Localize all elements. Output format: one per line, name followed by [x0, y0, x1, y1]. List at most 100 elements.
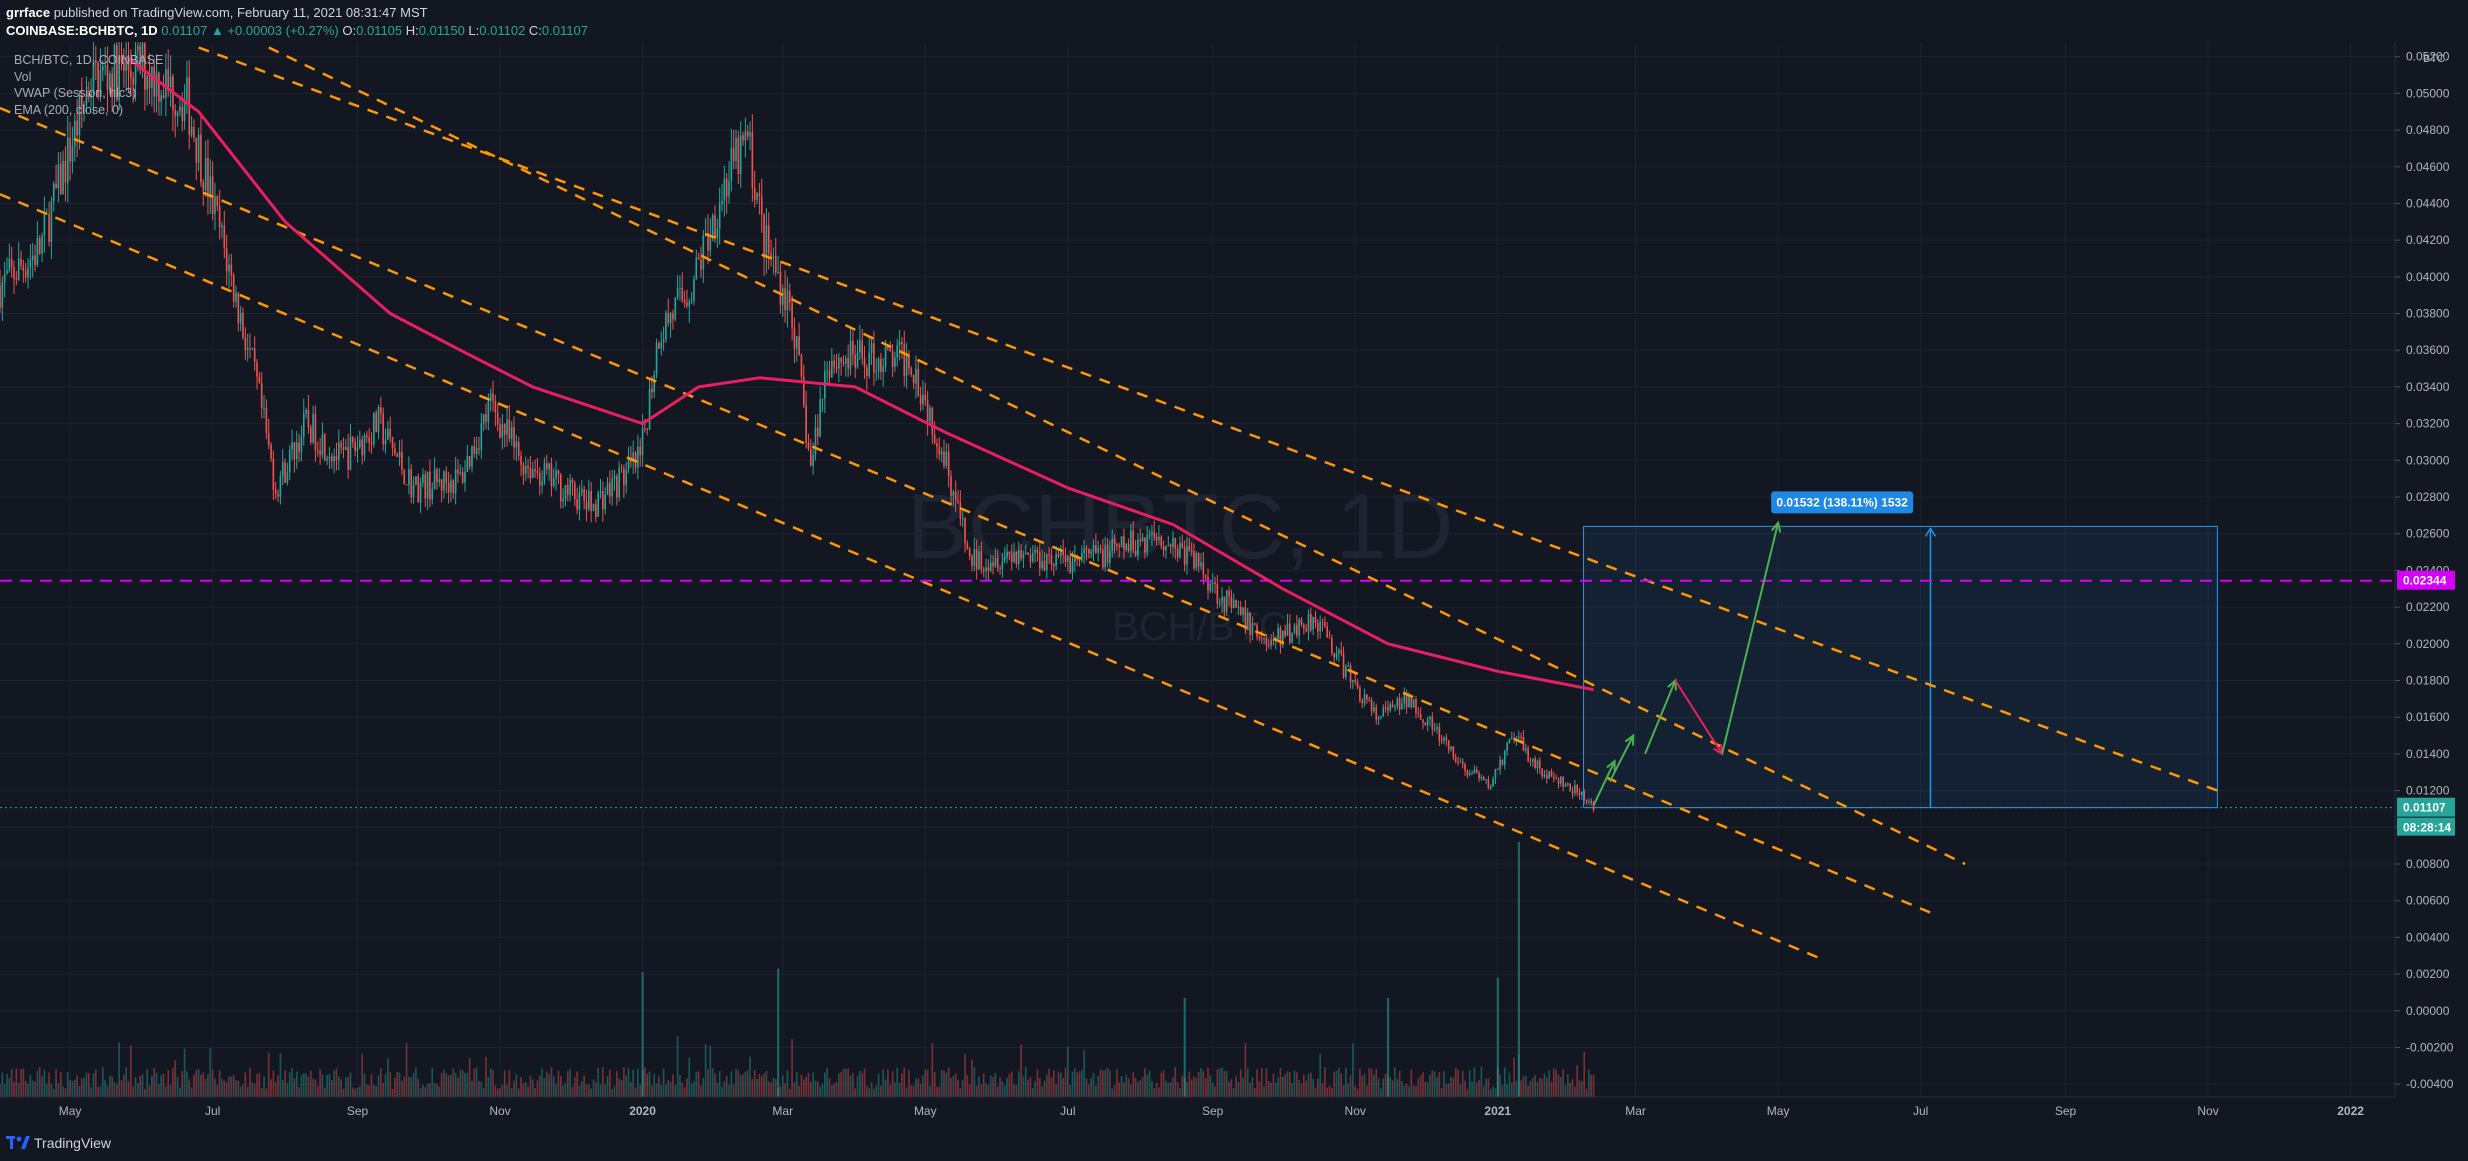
candle-body: [964, 518, 966, 544]
volume-bar: [793, 1082, 796, 1097]
candle-body: [1468, 773, 1471, 776]
price-chart[interactable]: BCHBTC, 1D BCH/BTC 0.01532 (138.11%) 153…: [0, 42, 2468, 1128]
volume-bar: [1277, 1077, 1279, 1097]
tradingview-brand[interactable]: TradingView: [6, 1134, 111, 1152]
candle-body: [165, 68, 167, 98]
volume-bar: [912, 1085, 915, 1097]
candle-body: [1494, 768, 1497, 779]
candle-body: [1181, 543, 1184, 548]
candle-body: [655, 343, 658, 375]
candle-body: [499, 424, 501, 438]
volume-bar: [398, 1072, 401, 1097]
candle-body: [873, 343, 875, 373]
candle-body: [1585, 799, 1588, 802]
time-axis[interactable]: May Jul Sep Nov 2020 Mar May Jul Sep Nov 2021 Mar Ma…: [0, 1096, 2468, 1118]
candle-body: [936, 443, 938, 447]
volume-bar: [125, 1067, 127, 1097]
candle-body: [209, 176, 212, 198]
volume-bar: [597, 1067, 599, 1097]
candle-body: [763, 214, 765, 258]
candle-body: [793, 328, 796, 349]
volume-bar: [1260, 1067, 1263, 1097]
volume-bar: [1567, 1074, 1569, 1097]
volume-bar: [1078, 1071, 1081, 1097]
candle-body: [1013, 551, 1015, 563]
price-axis[interactable]: 0.05200 0.05000 0.04800 0.04600 0.04400 0.042…: [2394, 42, 2455, 1097]
volume-bar: [1410, 1069, 1413, 1097]
candle-body: [1036, 549, 1039, 553]
candle-body: [426, 471, 429, 499]
candle-body: [1443, 737, 1445, 742]
volume-bar: [1302, 1074, 1305, 1097]
volume-bar: [1172, 1077, 1174, 1097]
price-unit-label: BTC: [2423, 53, 2445, 65]
time-tick-label: Jul: [1060, 1104, 1075, 1118]
candle-body: [1578, 792, 1581, 796]
candle-body: [1155, 537, 1158, 541]
candle-body: [931, 407, 934, 435]
legend-vol[interactable]: Vol: [14, 69, 32, 84]
candle-body: [487, 401, 490, 422]
volume-bar: [795, 1072, 798, 1097]
price-tick-label: 0.03600: [2406, 343, 2450, 357]
candle-body: [646, 428, 649, 430]
volume-bar: [1408, 1086, 1410, 1097]
volume-bar: [861, 1073, 864, 1097]
projection-up-arrow-2-head: [1624, 733, 1635, 746]
volume-bar: [258, 1072, 261, 1097]
volume-bar: [1225, 1070, 1228, 1097]
volume-bar: [1251, 1077, 1254, 1097]
candle-body: [141, 43, 144, 71]
symbol-label[interactable]: COINBASE:BCHBTC, 1D: [6, 23, 158, 38]
candle-body: [1373, 707, 1375, 712]
candle-body: [877, 358, 880, 372]
volume-bar: [1148, 1070, 1151, 1097]
volume-bar: [1466, 1088, 1469, 1097]
candle-body: [938, 446, 941, 455]
candle-body: [1116, 544, 1118, 546]
candle-body: [158, 72, 160, 102]
volume-bar: [1113, 1085, 1116, 1097]
volume-bar: [284, 1070, 286, 1097]
volume-bar: [821, 1083, 824, 1097]
volume-bar: [1503, 1067, 1506, 1097]
publisher-name[interactable]: grrface: [6, 5, 51, 20]
candle-body: [1123, 536, 1125, 550]
legend-ema[interactable]: EMA (200, close, 0): [14, 102, 124, 117]
legend-symbol[interactable]: BCH/BTC, 1D, COINBASE: [14, 53, 164, 67]
volume-bar: [982, 1073, 985, 1097]
volume-bar: [1151, 1081, 1153, 1097]
volume-bar: [1328, 1085, 1331, 1097]
candle-body: [550, 463, 553, 486]
volume-bar: [132, 1086, 135, 1097]
volume-bar: [1057, 1071, 1060, 1097]
volume-bar: [1590, 1074, 1593, 1097]
price-range-measure[interactable]: 0.01532 (138.11%) 1532: [1583, 491, 2218, 809]
candle-body: [856, 352, 859, 368]
time-tick-label: Mar: [1625, 1104, 1646, 1118]
candle-body: [48, 213, 50, 243]
volume-bar: [1015, 1084, 1018, 1097]
candle-body: [97, 62, 99, 98]
candle-body: [1312, 616, 1314, 630]
candle-body: [1454, 757, 1457, 762]
candle-body: [968, 548, 971, 557]
candle-body: [847, 358, 849, 369]
candle-body: [312, 413, 314, 443]
candle-body: [179, 106, 181, 112]
candle-body: [244, 337, 247, 351]
time-tick-label: Jul: [1913, 1104, 1928, 1118]
candle-body: [1508, 738, 1511, 744]
legend-vwap[interactable]: VWAP (Session, hlc3): [14, 86, 137, 100]
volume-spike: [1496, 977, 1499, 1097]
channel-lines[interactable]: [0, 46, 2218, 961]
volume-bar: [1319, 1053, 1321, 1097]
candle-body: [384, 439, 387, 445]
projection-up-arrow-2: [1609, 735, 1635, 782]
time-tick-label: Sep: [2055, 1104, 2077, 1118]
volume-bar: [548, 1074, 550, 1097]
projection-arrows[interactable]: [1592, 520, 1782, 806]
candle-body: [1387, 707, 1389, 711]
candle-body: [770, 253, 772, 257]
candle-body: [20, 258, 22, 267]
